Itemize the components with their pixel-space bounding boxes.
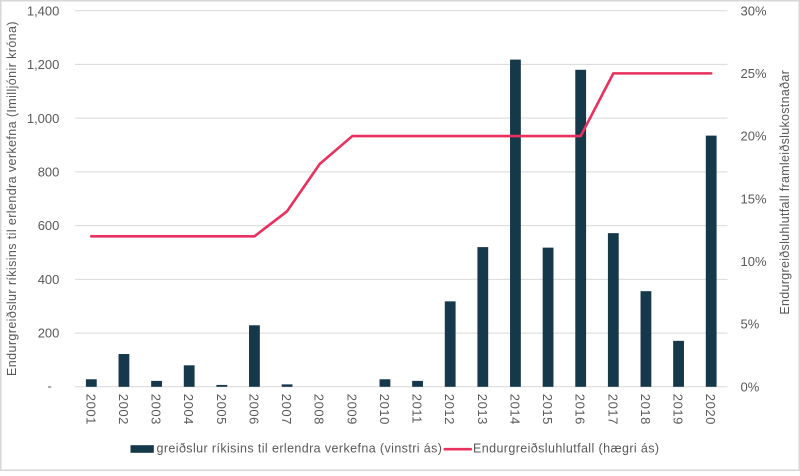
svg-text:30%: 30% — [741, 3, 767, 18]
svg-text:2009: 2009 — [344, 394, 359, 425]
svg-text:2003: 2003 — [149, 394, 164, 425]
svg-text:2012: 2012 — [442, 394, 457, 425]
svg-text:2004: 2004 — [181, 394, 196, 425]
svg-text:2019: 2019 — [671, 394, 686, 425]
svg-text:800: 800 — [38, 164, 60, 179]
svg-text:2002: 2002 — [116, 394, 131, 425]
svg-text:2014: 2014 — [507, 394, 522, 425]
svg-text:25%: 25% — [741, 66, 767, 81]
svg-text:400: 400 — [38, 272, 60, 287]
svg-text:2011: 2011 — [410, 394, 425, 424]
svg-text:0%: 0% — [741, 379, 760, 394]
svg-text:2013: 2013 — [475, 394, 490, 425]
svg-text:200: 200 — [38, 326, 60, 341]
svg-text:2001: 2001 — [83, 394, 98, 425]
svg-text:1,200: 1,200 — [27, 57, 60, 72]
svg-text:2018: 2018 — [638, 394, 653, 425]
svg-text:1,000: 1,000 — [27, 111, 60, 126]
svg-text:2007: 2007 — [279, 394, 294, 425]
svg-text:Endurgreiðsluhlutfall framleið: Endurgreiðsluhlutfall framleiðslukostnað… — [778, 70, 792, 315]
svg-text:2017: 2017 — [605, 394, 620, 425]
svg-text:10%: 10% — [741, 254, 767, 269]
svg-text:Endurgreiðslur ríkisins til er: Endurgreiðslur ríkisins til erlendra ver… — [5, 21, 19, 376]
svg-text:2010: 2010 — [377, 394, 392, 425]
svg-text:2005: 2005 — [214, 394, 229, 425]
svg-text:2015: 2015 — [540, 394, 555, 425]
svg-text:2008: 2008 — [312, 394, 327, 425]
svg-text:600: 600 — [38, 218, 60, 233]
svg-text:20%: 20% — [741, 129, 767, 144]
svg-text:1,400: 1,400 — [27, 3, 60, 18]
svg-text:15%: 15% — [741, 191, 767, 206]
svg-text:2016: 2016 — [573, 394, 588, 425]
svg-text:5%: 5% — [741, 317, 760, 332]
svg-text:Endurgreiðsluhlutfall (hægri á: Endurgreiðsluhlutfall (hægri ás) — [473, 442, 660, 456]
svg-text:2020: 2020 — [703, 394, 718, 425]
svg-text:greiðslur ríkisins til erlendr: greiðslur ríkisins til erlendra verkefna… — [157, 442, 443, 456]
svg-text:2006: 2006 — [246, 394, 261, 425]
svg-text:-: - — [47, 379, 51, 394]
